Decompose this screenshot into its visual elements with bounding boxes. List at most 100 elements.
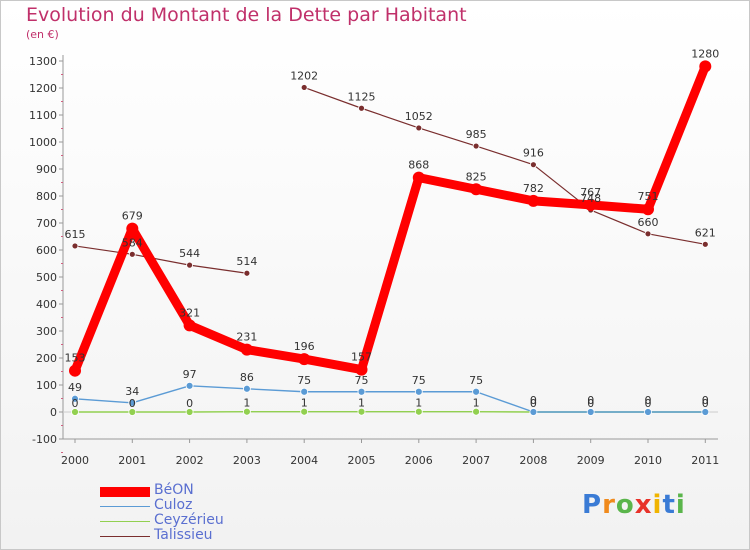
legend-item-talissieu: Talissieu [100,527,300,544]
data-point-culoz [644,408,652,416]
data-label-ceyzerieu: 0 [186,397,193,410]
data-point-beon [642,203,654,216]
x-tick-label: 2001 [118,454,146,467]
data-label-culoz: 75 [355,374,369,387]
data-label-beon: 231 [236,331,257,344]
data-label-talissieu: 1052 [405,110,433,123]
data-label-culoz: 86 [240,371,254,384]
data-label-culoz: 0 [645,394,652,407]
data-label-ceyzerieu: 0 [645,397,652,410]
data-point-talissieu [128,250,136,258]
data-point-ceyzerieu [414,407,423,416]
data-point-culoz [128,398,137,407]
data-label-talissieu: 615 [65,228,86,241]
data-point-talissieu [243,269,251,277]
y-tick-label: 0 [50,406,57,419]
data-label-beon: 782 [523,182,544,195]
legend-swatch-talissieu [100,535,150,538]
data-point-talissieu [472,142,480,150]
data-point-beon [470,183,483,196]
data-label-ceyzerieu: 0 [129,397,136,410]
legend-swatch-ceyzerieu [100,520,150,523]
data-point-beon [584,198,597,211]
proxiti-logo: Proxiti [582,490,686,520]
y-tick-label: 700 [36,217,57,230]
data-label-ceyzerieu: 1 [415,397,422,410]
data-label-beon: 767 [580,186,601,199]
data-point-ceyzerieu [242,407,251,416]
data-label-talissieu: 660 [638,216,659,229]
data-label-beon: 751 [638,190,659,203]
data-point-culoz [586,408,595,416]
chart-title: Evolution du Montant de la Dette par Hab… [26,4,467,26]
y-tick-label: 300 [36,325,57,338]
x-tick-label: 2005 [348,454,376,467]
data-point-ceyzerieu [472,407,481,416]
data-point-culoz [185,381,194,390]
logo-letter: r [602,490,616,520]
data-point-culoz [242,384,251,393]
logo-letter: o [615,490,635,520]
legend-item-culoz: Culoz [100,498,300,514]
data-label-talissieu: 621 [695,226,716,239]
data-label-culoz: 0 [702,394,709,407]
data-label-culoz: 0 [530,394,537,407]
series-line-talissieu [74,245,248,274]
data-label-ceyzerieu: 0 [72,397,79,410]
x-tick-label: 2010 [634,454,662,467]
x-tick-label: 2008 [519,454,547,467]
x-tick-label: 2004 [290,454,318,467]
y-tick-label: 800 [36,190,57,203]
x-tick-label: 2009 [577,454,605,467]
y-tick-label: 100 [36,379,57,392]
data-point-talissieu [530,161,537,169]
series-line-beon [70,61,710,376]
data-point-culoz [300,387,309,396]
data-point-talissieu [358,104,365,112]
data-label-ceyzerieu: 1 [473,397,480,410]
x-tick-label: 2002 [176,454,204,467]
data-label-talissieu: 584 [122,236,143,249]
y-tick-label: 500 [36,271,57,284]
data-label-ceyzerieu: 1 [358,397,365,410]
data-label-beon: 679 [122,210,143,223]
logo-letter: t [662,490,676,520]
data-label-ceyzerieu: 1 [301,397,308,410]
data-point-beon [240,343,253,356]
series-line-culoz [74,385,706,413]
data-point-ceyzerieu [357,407,366,416]
data-label-talissieu: 985 [466,128,487,141]
data-point-beon [69,364,81,377]
y-tick-label: 400 [36,298,57,311]
y-tick-label: 900 [36,163,57,176]
data-point-culoz [357,387,366,396]
y-tick-label: -100 [32,433,57,446]
data-label-culoz: 75 [469,374,483,387]
data-point-culoz [701,408,710,416]
data-point-beon [298,353,311,366]
data-label-beon: 825 [466,170,487,183]
data-label-beon: 321 [179,306,200,319]
data-point-culoz [71,394,79,403]
data-point-culoz [472,387,481,396]
data-point-talissieu [701,240,709,248]
data-label-beon: 868 [408,159,429,172]
data-label-ceyzerieu: 1 [243,397,250,410]
data-label-talissieu: 916 [523,147,544,160]
data-label-talissieu: 544 [179,247,200,260]
legend-swatch-beon [100,486,150,497]
data-label-beon: 196 [294,340,315,353]
y-tick-label: 200 [36,352,57,365]
data-label-culoz: 97 [183,368,197,381]
legend-item-beon: BéON [100,483,300,499]
legend-item-ceyzerieu: Ceyzérieu [100,513,300,529]
x-tick-label: 2007 [462,454,490,467]
data-label-beon: 157 [351,351,372,364]
data-label-talissieu: 1125 [348,90,376,103]
data-point-beon [355,363,368,376]
data-point-beon [527,194,540,207]
legend-label-talissieu: Talissieu [154,527,213,543]
data-point-talissieu [644,230,652,238]
data-point-beon [699,60,712,73]
